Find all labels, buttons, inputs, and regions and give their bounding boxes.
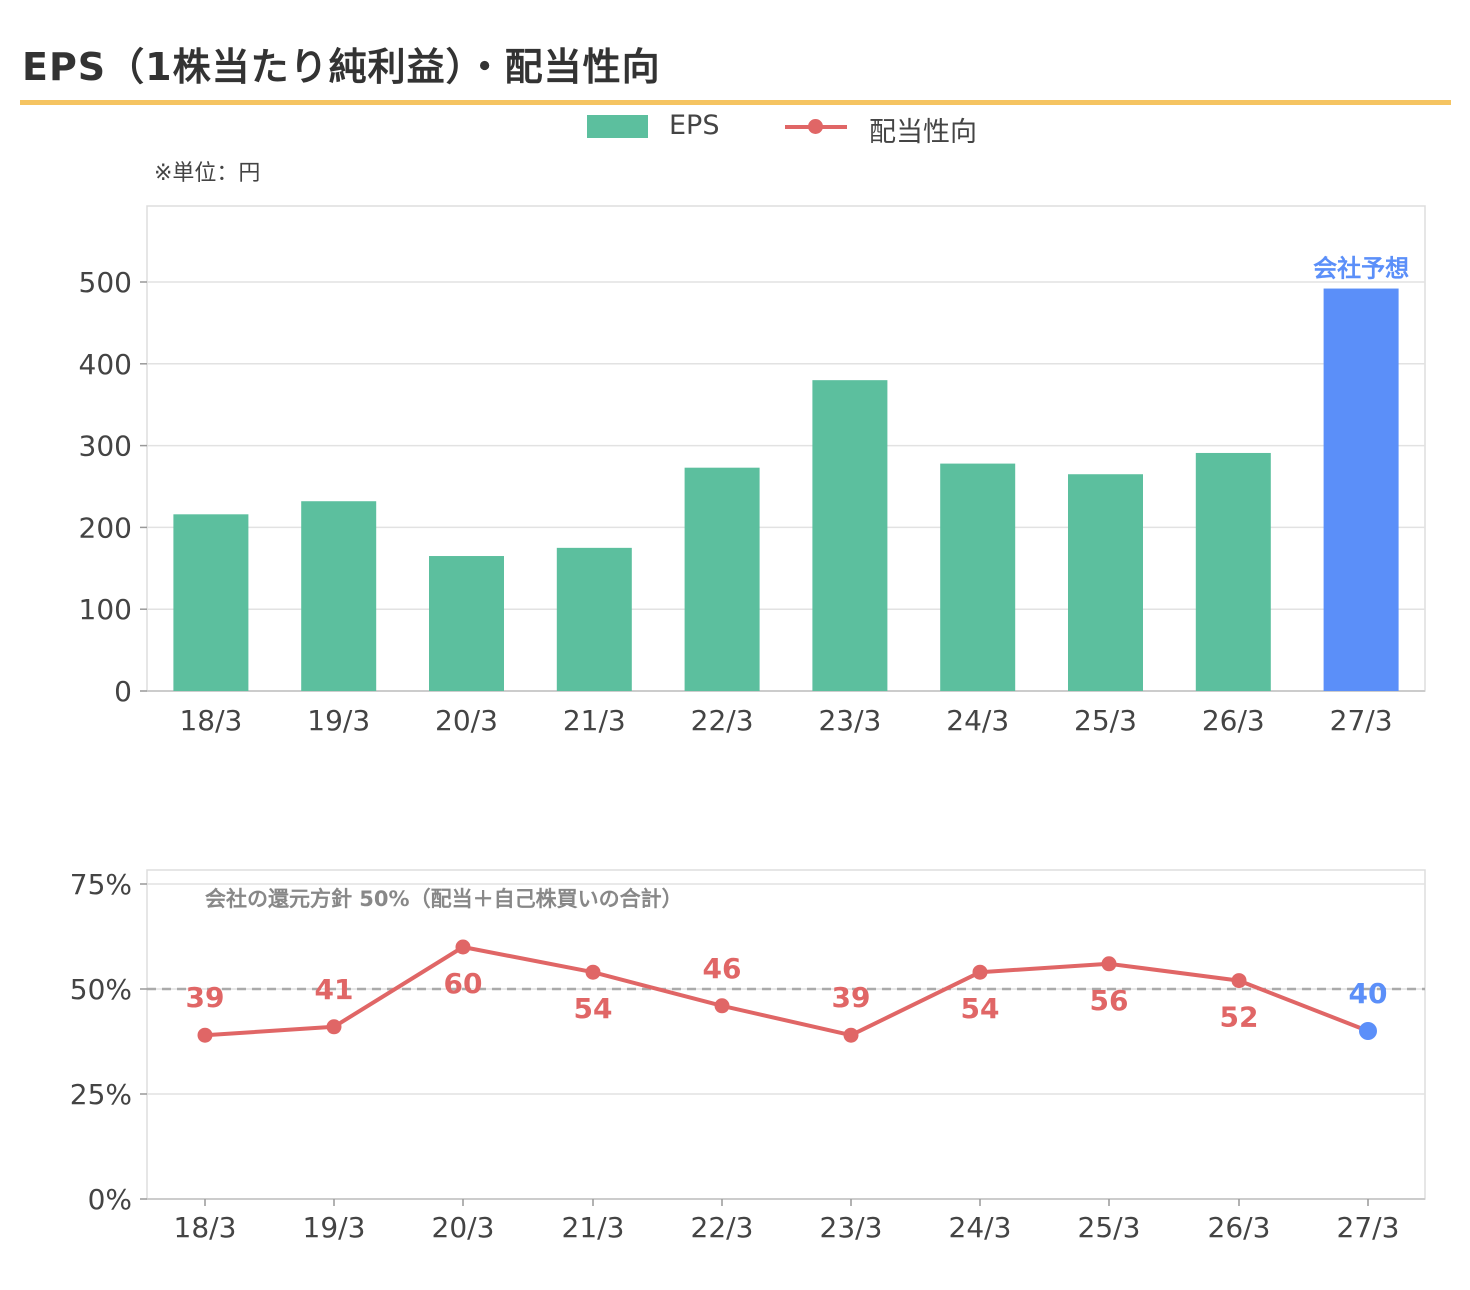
- payout-ytick-label: 50%: [70, 973, 132, 1006]
- payout-xtick-label: 19/3: [303, 1211, 366, 1244]
- eps-ytick-label: 100: [79, 593, 132, 626]
- eps-bar: [173, 514, 249, 691]
- payout-data-label: 54: [574, 992, 613, 1025]
- payout-xtick-label: 26/3: [1208, 1211, 1271, 1244]
- eps-xtick-label: 20/3: [435, 704, 498, 737]
- eps-ytick-label: 400: [79, 348, 132, 381]
- legend-eps-label: EPS: [669, 110, 720, 141]
- payout-ytick-label: 0%: [88, 1183, 132, 1216]
- payout-point-forecast: [1359, 1022, 1377, 1040]
- forecast-label: 会社予想: [1313, 255, 1409, 283]
- legend-eps-swatch: [587, 115, 648, 138]
- eps-ytick-label: 200: [79, 511, 132, 544]
- chart-title: EPS（1株当たり純利益）・配当性向: [22, 45, 661, 89]
- payout-ytick-label: 75%: [70, 868, 132, 901]
- eps-xtick-label: 25/3: [1074, 704, 1137, 737]
- payout-point: [714, 998, 730, 1014]
- policy-note: 会社の還元方針 50%（配当＋自己株買いの合計）: [205, 887, 683, 911]
- payout-data-label: 60: [444, 967, 483, 1000]
- payout-xtick-label: 18/3: [174, 1211, 237, 1244]
- payout-data-label: 56: [1090, 984, 1129, 1017]
- eps-bar: [429, 556, 504, 691]
- payout-xtick-label: 23/3: [820, 1211, 883, 1244]
- payout-data-label: 39: [832, 981, 871, 1014]
- payout-xtick-label: 25/3: [1078, 1211, 1141, 1244]
- eps-xtick-label: 26/3: [1202, 704, 1265, 737]
- payout-data-label: 46: [703, 952, 742, 985]
- payout-point: [455, 939, 471, 955]
- legend: EPS 配当性向: [0, 110, 1470, 148]
- payout-xtick-label: 24/3: [949, 1211, 1012, 1244]
- payout-data-label: 40: [1349, 977, 1388, 1010]
- payout-point: [585, 964, 601, 980]
- eps-xtick-label: 19/3: [307, 704, 370, 737]
- payout-xtick-label: 21/3: [562, 1211, 625, 1244]
- payout-line-forecast-segment: [1238, 978, 1369, 1033]
- payout-xtick-label: 20/3: [432, 1211, 495, 1244]
- payout-point: [972, 964, 988, 980]
- legend-payout-label: 配当性向: [869, 117, 977, 148]
- payout-point: [197, 1027, 213, 1043]
- payout-data-label: 41: [315, 973, 354, 1006]
- eps-ytick-label: 0: [114, 675, 132, 708]
- unit-note: ※単位：円: [154, 161, 261, 186]
- eps-bar: [1195, 452, 1271, 691]
- payout-point: [843, 1027, 859, 1043]
- eps-ytick-label: 300: [79, 430, 132, 463]
- eps-xtick-label: 22/3: [691, 704, 754, 737]
- payout-data-label: 52: [1220, 1001, 1259, 1034]
- eps-bar: [556, 547, 632, 691]
- eps-ytick-label: 500: [79, 266, 132, 299]
- eps-bar: [1068, 474, 1143, 691]
- eps-bar-forecast: [1323, 288, 1399, 691]
- payout-plot-frame: [146, 869, 1426, 1200]
- eps-bar: [684, 467, 760, 691]
- title-underline: [20, 100, 1451, 105]
- eps-bar: [940, 463, 1016, 691]
- payout-xtick-label: 27/3: [1337, 1211, 1400, 1244]
- legend-payout-marker: [808, 119, 823, 134]
- eps-bar: [812, 380, 888, 691]
- payout-data-label: 39: [186, 981, 225, 1014]
- eps-bar: [301, 501, 377, 691]
- eps-xtick-label: 18/3: [179, 704, 242, 737]
- eps-xtick-label: 21/3: [563, 704, 626, 737]
- payout-data-label: 54: [961, 992, 1000, 1025]
- payout-ytick-label: 25%: [70, 1078, 132, 1111]
- payout-point: [326, 1019, 342, 1035]
- eps-xtick-label: 27/3: [1330, 704, 1393, 737]
- eps-xtick-label: 24/3: [946, 704, 1009, 737]
- eps-xtick-label: 23/3: [818, 704, 881, 737]
- payout-point: [1231, 973, 1247, 989]
- payout-xtick-label: 22/3: [691, 1211, 754, 1244]
- payout-point: [1101, 956, 1117, 972]
